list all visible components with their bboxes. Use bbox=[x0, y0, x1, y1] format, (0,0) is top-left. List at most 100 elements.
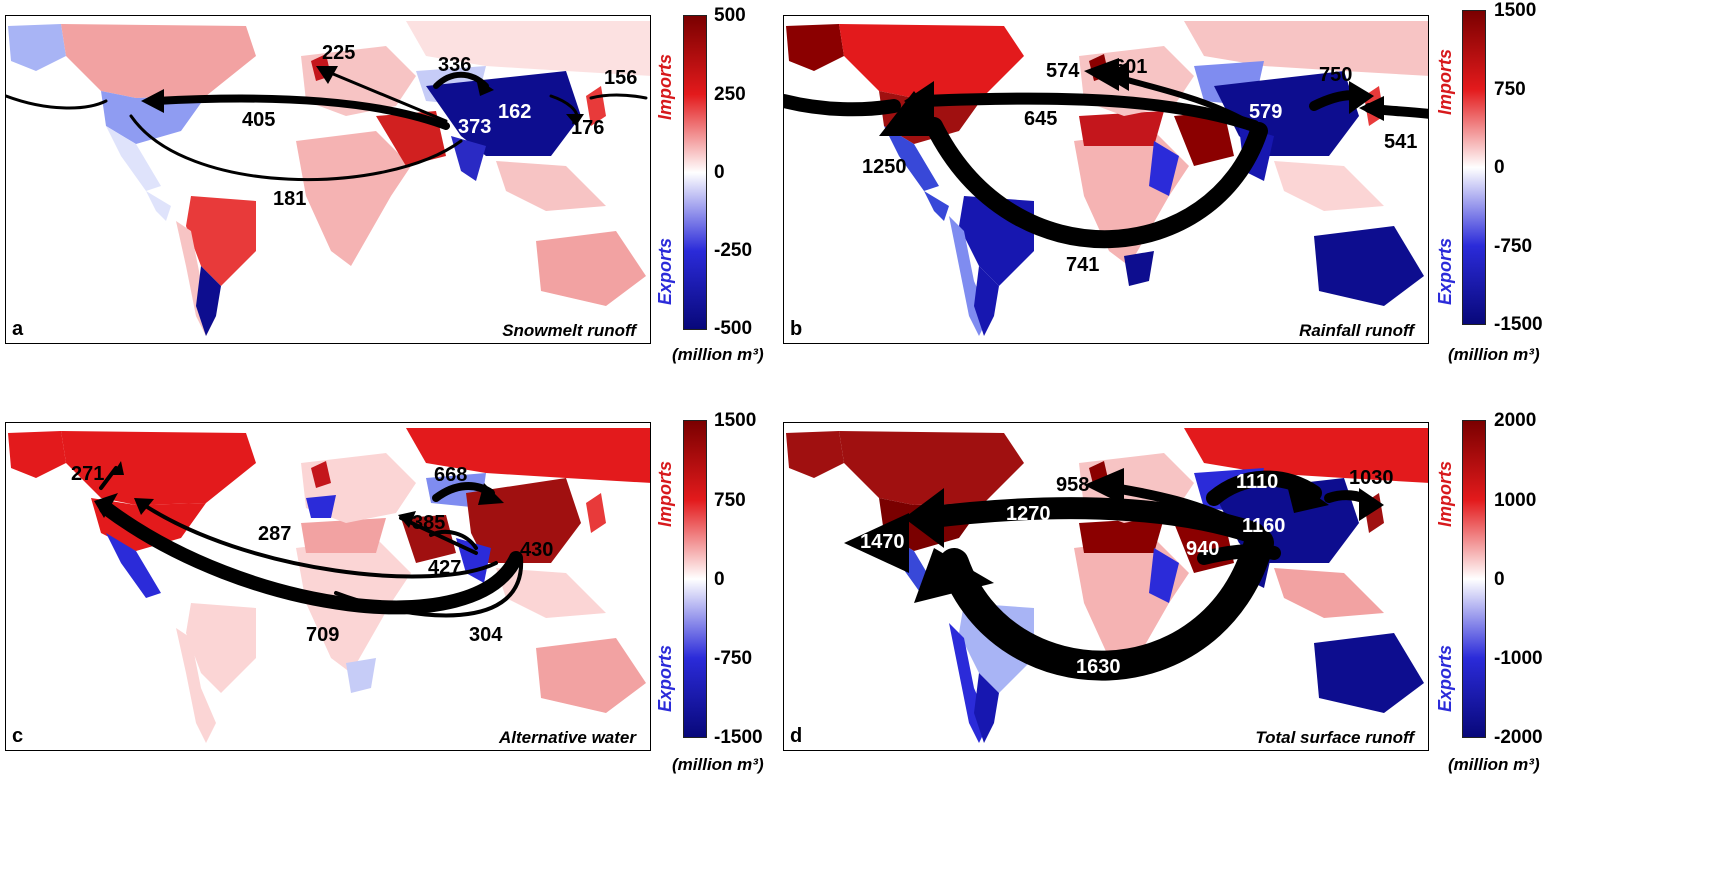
colorbar-tick: -1500 bbox=[714, 727, 763, 748]
region-brazil bbox=[186, 603, 256, 693]
arrowhead-middle-east bbox=[398, 511, 416, 528]
region-north-africa bbox=[301, 518, 386, 553]
region-russia bbox=[406, 21, 650, 76]
region-australia bbox=[1314, 226, 1424, 306]
region-russia bbox=[1184, 21, 1428, 76]
colorbar-tick: -750 bbox=[1494, 236, 1533, 257]
exports-label: Exports bbox=[655, 237, 675, 305]
region-mediterranean bbox=[306, 495, 336, 518]
flow-label: 579 bbox=[1249, 101, 1283, 123]
flow-arrow-to-india bbox=[429, 529, 478, 550]
flow-label: 427 bbox=[428, 557, 462, 579]
flow-arrow-asia-to-usa bbox=[913, 497, 1265, 544]
colorbar-tick: 500 bbox=[714, 5, 746, 26]
region-east-africa bbox=[1149, 141, 1179, 196]
arrowhead-central bbox=[478, 483, 504, 505]
region-north-africa bbox=[1079, 518, 1164, 553]
flow-label: 385 bbox=[412, 512, 446, 534]
arrowhead-east bbox=[1359, 488, 1384, 521]
flow-label: 750 bbox=[1319, 64, 1353, 86]
region-central-america bbox=[146, 191, 171, 221]
flow-label: 541 bbox=[1384, 131, 1418, 153]
region-alaska bbox=[786, 24, 844, 71]
flow-label: 373 bbox=[458, 116, 492, 138]
flow-label: 156 bbox=[604, 67, 638, 89]
arrowhead-north bbox=[112, 461, 124, 475]
flow-arrow-from-pacific bbox=[6, 94, 108, 110]
flow-label: 271 bbox=[71, 463, 105, 485]
flow-label: 1160 bbox=[1242, 515, 1286, 537]
panel-letter: c bbox=[12, 725, 24, 747]
flow-label: 645 bbox=[1024, 108, 1058, 130]
region-north-africa bbox=[1079, 111, 1164, 146]
region-russia bbox=[406, 428, 650, 483]
region-east-africa bbox=[1149, 548, 1179, 603]
colorbar-unit: (million m³) bbox=[1448, 345, 1540, 364]
map-panel-snowmelt: a Snowmelt runoff 225 336 156 405 162 37… bbox=[5, 15, 651, 344]
region-mexico bbox=[106, 533, 161, 598]
flow-label: 181 bbox=[273, 188, 307, 210]
world-map-snowmelt bbox=[6, 21, 650, 336]
region-se-asia bbox=[496, 568, 606, 618]
region-brazil bbox=[186, 196, 256, 286]
flow-label: 405 bbox=[242, 109, 276, 131]
flow-label: 430 bbox=[520, 539, 554, 561]
flow-label: 1250 bbox=[862, 156, 907, 178]
region-alaska bbox=[8, 431, 66, 478]
colorbar-tick: -250 bbox=[714, 240, 753, 261]
region-argentina bbox=[196, 266, 221, 336]
map-panel-rainfall: b Rainfall runoff 574 601 750 645 579 54… bbox=[783, 15, 1429, 344]
colorbar-tick: 0 bbox=[1494, 157, 1505, 178]
region-alaska bbox=[786, 431, 844, 478]
arrowhead-east bbox=[1359, 96, 1384, 121]
flow-label: 1470 bbox=[860, 531, 905, 553]
flow-label: 287 bbox=[258, 523, 292, 545]
colorbar-tick: -1000 bbox=[1494, 648, 1543, 669]
colorbar-snowmelt bbox=[683, 15, 707, 330]
exports-label: Exports bbox=[655, 644, 675, 712]
arrowhead-japan bbox=[1349, 81, 1374, 114]
flow-label: 304 bbox=[469, 624, 503, 646]
arrowhead-europe bbox=[1104, 61, 1129, 91]
world-map-total-surface-runoff bbox=[786, 428, 1428, 743]
panel-letter: b bbox=[790, 318, 803, 340]
flow-label: 940 bbox=[1186, 538, 1220, 560]
colorbar-total-surface-runoff bbox=[1462, 420, 1486, 738]
colorbar-tick: 2000 bbox=[1494, 410, 1537, 431]
flow-label: 601 bbox=[1114, 56, 1148, 78]
region-japan bbox=[586, 493, 606, 533]
colorbar-tick: -750 bbox=[714, 648, 753, 669]
flow-label: 336 bbox=[438, 54, 472, 76]
region-australia bbox=[536, 231, 646, 306]
arrowhead-uk bbox=[316, 66, 338, 84]
arrowhead-usa bbox=[904, 488, 944, 548]
flow-label: 1110 bbox=[1236, 471, 1279, 493]
exports-label: Exports bbox=[1435, 644, 1455, 712]
arrowhead-usa-south bbox=[879, 91, 949, 136]
region-alaska bbox=[8, 24, 66, 71]
world-map-alternative-water bbox=[8, 428, 650, 743]
flow-label: 225 bbox=[322, 42, 356, 64]
region-mexico bbox=[884, 126, 939, 191]
flow-arrow-asia-to-usa bbox=[152, 94, 450, 130]
flow-label: 162 bbox=[498, 101, 532, 123]
colorbar-unit: (million m³) bbox=[1448, 755, 1540, 774]
flow-arrow-usa-north bbox=[99, 466, 118, 490]
region-canada bbox=[839, 24, 1024, 98]
colorbar-tick: 0 bbox=[714, 569, 725, 590]
colorbar-tick: 250 bbox=[714, 84, 746, 105]
region-argentina bbox=[974, 673, 999, 743]
colorbar-tick: 1000 bbox=[1494, 490, 1537, 511]
region-south-africa bbox=[1124, 251, 1154, 286]
colorbar-tick: 750 bbox=[1494, 79, 1526, 100]
flow-label: 741 bbox=[1066, 254, 1100, 276]
region-india bbox=[451, 136, 486, 181]
region-australia bbox=[1314, 633, 1424, 713]
flow-arrow-middle-east bbox=[1197, 543, 1281, 565]
imports-label: Imports bbox=[1435, 460, 1455, 527]
colorbar-rainfall bbox=[1462, 10, 1486, 325]
panel-title: Total surface runoff bbox=[1255, 728, 1414, 747]
colorbar-tick: 0 bbox=[1494, 569, 1505, 590]
region-uk bbox=[311, 461, 331, 488]
region-middle-east bbox=[401, 515, 456, 563]
